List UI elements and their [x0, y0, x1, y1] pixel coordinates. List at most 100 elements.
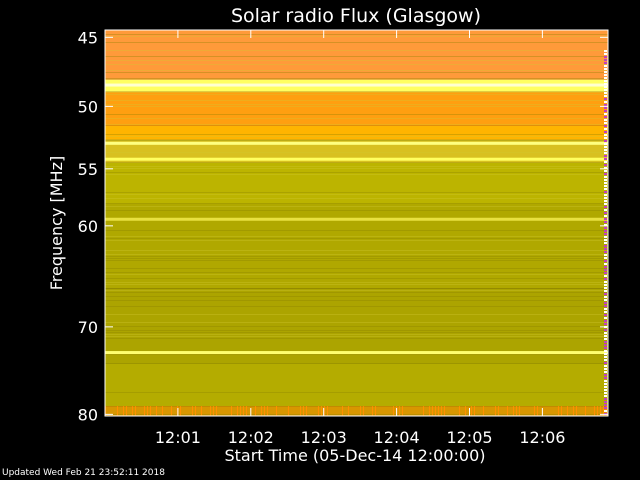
edge-noise	[604, 77, 607, 79]
texture-line	[105, 114, 608, 115]
texture-line	[105, 136, 608, 137]
edge-noise	[604, 68, 607, 70]
edge-noise	[604, 389, 607, 391]
speckle	[495, 406, 496, 416]
speckle	[243, 406, 244, 416]
edge-noise	[604, 161, 607, 163]
texture-line	[105, 34, 608, 35]
speckle	[135, 406, 136, 416]
edge-noise	[604, 356, 607, 358]
edge-noise	[604, 335, 607, 337]
edge-noise	[604, 155, 607, 157]
texture-line	[105, 124, 608, 125]
edge-noise	[604, 179, 607, 181]
plot-area	[105, 30, 608, 416]
edge-noise	[604, 83, 607, 85]
speckle	[444, 406, 445, 416]
y-tick-label: 50	[78, 97, 98, 116]
texture-line	[105, 78, 608, 79]
x-tick-label: 12:03	[301, 428, 347, 447]
edge-noise	[604, 152, 607, 154]
texture-line	[105, 296, 608, 297]
edge-noise	[604, 125, 607, 127]
edge-noise	[604, 122, 607, 124]
speckle	[393, 406, 394, 416]
texture-line	[105, 60, 608, 61]
edge-noise	[604, 134, 607, 136]
edge-noise	[604, 344, 607, 346]
texture-line	[105, 206, 608, 207]
speckle	[558, 406, 559, 416]
texture-line	[105, 326, 608, 327]
edge-noise	[604, 212, 607, 214]
edge-noise	[604, 299, 607, 301]
bright-line-4	[105, 351, 608, 355]
plot-frame	[104, 29, 609, 417]
speckle	[372, 406, 373, 416]
edge-noise	[604, 185, 607, 187]
bright-line-2	[105, 157, 608, 161]
edge-noise	[604, 314, 607, 316]
texture-line	[105, 50, 608, 51]
edge-noise	[604, 407, 607, 409]
edge-noise	[604, 104, 607, 106]
bright-line-3	[105, 217, 608, 221]
edge-noise	[604, 218, 607, 220]
edge-noise	[604, 248, 607, 250]
band-2	[105, 91, 608, 126]
speckle	[327, 406, 328, 416]
texture-line	[105, 290, 608, 291]
edge-noise	[604, 194, 607, 196]
edge-noise	[604, 365, 607, 367]
texture-line	[105, 288, 608, 289]
updated-timestamp: Updated Wed Feb 21 23:52:11 2018	[2, 468, 165, 478]
texture-line	[105, 100, 608, 101]
speckle	[348, 406, 349, 416]
speckle	[498, 406, 499, 416]
texture-line	[105, 140, 608, 141]
edge-noise	[604, 164, 607, 166]
texture-line	[105, 306, 608, 307]
band-3	[105, 125, 608, 140]
texture-line	[105, 92, 608, 93]
edge-noise	[604, 290, 607, 292]
x-tick-label: 12:02	[228, 428, 274, 447]
edge-noise	[604, 227, 607, 229]
edge-noise	[604, 362, 607, 364]
speckle	[126, 406, 127, 416]
speckle	[438, 406, 439, 416]
edge-noise	[604, 353, 607, 355]
texture-line	[105, 118, 608, 119]
texture-line	[105, 250, 608, 251]
edge-noise	[604, 65, 607, 67]
speckle	[585, 406, 586, 416]
speckle	[132, 406, 133, 416]
speckle	[117, 406, 118, 416]
edge-noise	[604, 224, 607, 226]
band-8	[105, 363, 608, 407]
speckle	[231, 406, 232, 416]
edge-noise	[604, 296, 607, 298]
texture-line	[105, 354, 608, 355]
texture-line	[105, 292, 608, 293]
edge-noise	[604, 341, 607, 343]
texture-line	[105, 338, 608, 339]
edge-noise	[604, 113, 607, 115]
edge-noise	[604, 278, 607, 280]
edge-noise	[604, 74, 607, 76]
speckle	[255, 406, 256, 416]
speckle	[324, 406, 325, 416]
speckle	[213, 406, 214, 416]
y-tick-label: 60	[78, 217, 98, 236]
edge-noise	[604, 350, 607, 352]
speckle	[240, 406, 241, 416]
edge-noise	[604, 176, 607, 178]
texture-line	[105, 322, 608, 323]
edge-noise	[604, 266, 607, 268]
texture-line	[105, 392, 608, 393]
band-4	[105, 139, 608, 163]
edge-noise	[604, 209, 607, 211]
edge-noise	[604, 251, 607, 253]
edge-noise	[604, 242, 607, 244]
speckle	[306, 406, 307, 416]
